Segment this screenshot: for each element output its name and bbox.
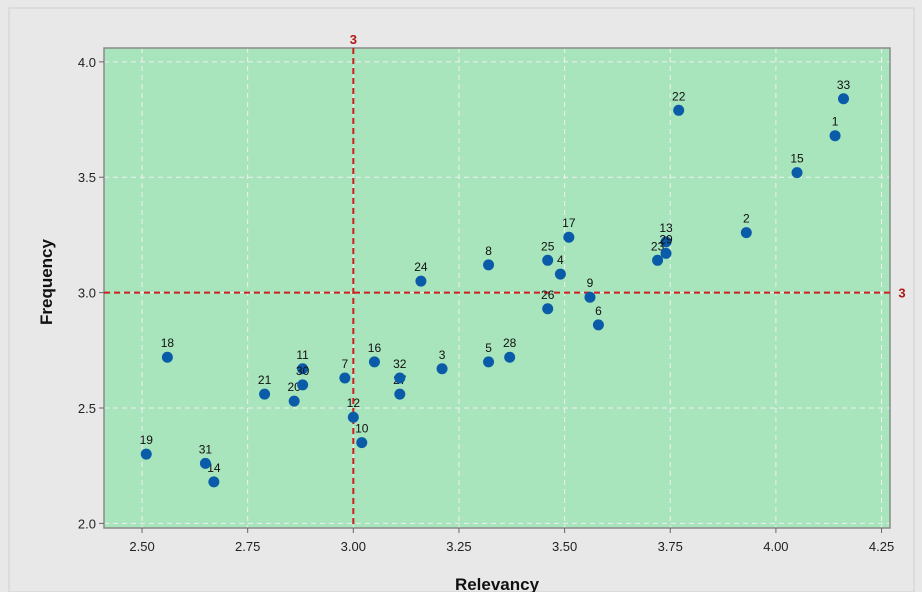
data-point-3 xyxy=(436,363,448,375)
data-point-label-2: 2 xyxy=(743,212,750,226)
data-point-label-9: 9 xyxy=(587,276,594,290)
data-point-label-24: 24 xyxy=(414,260,428,274)
data-point-label-7: 7 xyxy=(342,357,349,371)
x-tick-label: 2.75 xyxy=(235,539,260,554)
data-point-28 xyxy=(504,351,516,363)
data-point-27 xyxy=(394,388,406,400)
data-point-label-15: 15 xyxy=(790,152,804,166)
chart-frame xyxy=(8,7,915,592)
data-point-label-33: 33 xyxy=(837,78,851,92)
x-tick-label: 4.00 xyxy=(763,539,788,554)
axes: 2.50 2.75 3.00 3.25 3.50 3.75 4.00 4.25 2.0 2.5 3.… xyxy=(78,55,894,554)
data-point-label-29: 29 xyxy=(659,232,673,246)
grid-lines xyxy=(104,48,890,528)
data-point-2 xyxy=(740,227,752,239)
data-point-18 xyxy=(161,351,173,363)
data-point-label-19: 19 xyxy=(140,433,154,447)
data-point-label-5: 5 xyxy=(485,341,492,355)
data-point-label-12: 12 xyxy=(347,396,361,410)
y-tick-label: 2.0 xyxy=(78,516,96,531)
data-point-label-32: 32 xyxy=(393,357,407,371)
x-tick-label: 3.50 xyxy=(552,539,577,554)
plot-area xyxy=(104,48,890,528)
y-tick-label: 2.5 xyxy=(78,401,96,416)
data-point-label-17: 17 xyxy=(562,216,576,230)
x-tick-label: 3.75 xyxy=(658,539,683,554)
data-point-label-16: 16 xyxy=(368,341,382,355)
data-point-label-4: 4 xyxy=(557,253,564,267)
data-point-8 xyxy=(483,259,495,271)
data-point-24 xyxy=(415,275,427,287)
data-point-26 xyxy=(542,303,554,315)
data-point-label-10: 10 xyxy=(355,422,369,436)
data-point-10 xyxy=(356,437,368,449)
data-point-25 xyxy=(542,254,554,266)
data-point-label-6: 6 xyxy=(595,304,602,318)
data-point-13 xyxy=(660,236,672,248)
data-point-9 xyxy=(584,291,596,303)
reference-label-horizontal: 3 xyxy=(898,286,905,301)
data-point-20 xyxy=(288,395,300,407)
data-point-31 xyxy=(199,457,211,469)
data-point-11 xyxy=(297,363,309,375)
data-point-label-28: 28 xyxy=(503,336,517,350)
data-point-label-13: 13 xyxy=(659,221,673,235)
data-point-4 xyxy=(554,268,566,280)
data-point-15 xyxy=(791,167,803,179)
data-point-23 xyxy=(652,254,664,266)
data-point-5 xyxy=(483,356,495,368)
reference-lines: 33 xyxy=(104,32,906,528)
data-point-label-23: 23 xyxy=(651,239,665,253)
data-points: 1234567891011121314151617181920212223242… xyxy=(140,78,851,488)
x-tick-label: 3.25 xyxy=(446,539,471,554)
data-point-label-8: 8 xyxy=(485,244,492,258)
data-point-19 xyxy=(140,448,152,460)
data-point-label-26: 26 xyxy=(541,288,555,302)
data-point-1 xyxy=(829,130,841,142)
data-point-label-31: 31 xyxy=(199,442,213,456)
data-point-label-21: 21 xyxy=(258,373,272,387)
data-point-label-11: 11 xyxy=(296,348,309,362)
data-point-7 xyxy=(339,372,351,384)
data-point-33 xyxy=(838,93,850,105)
data-point-16 xyxy=(368,356,380,368)
data-point-14 xyxy=(208,476,220,488)
data-point-label-3: 3 xyxy=(439,348,446,362)
data-point-label-1: 1 xyxy=(832,115,839,129)
data-point-21 xyxy=(259,388,271,400)
data-point-32 xyxy=(394,372,406,384)
data-point-17 xyxy=(563,231,575,243)
data-point-6 xyxy=(592,319,604,331)
x-axis-title: Relevancy xyxy=(455,575,540,592)
x-tick-label: 3.00 xyxy=(341,539,366,554)
y-tick-label: 3.5 xyxy=(78,170,96,185)
data-point-22 xyxy=(673,104,685,116)
data-point-label-30: 30 xyxy=(296,364,310,378)
x-tick-label: 2.50 xyxy=(129,539,154,554)
data-point-29 xyxy=(660,247,672,259)
reference-label-vertical: 3 xyxy=(350,32,357,47)
y-axis-title: Frequency xyxy=(37,238,56,325)
data-point-30 xyxy=(297,379,309,391)
data-point-label-25: 25 xyxy=(541,239,555,253)
data-point-label-18: 18 xyxy=(161,336,175,350)
data-point-label-22: 22 xyxy=(672,89,686,103)
x-tick-label: 4.25 xyxy=(869,539,894,554)
y-tick-label: 3.0 xyxy=(78,286,96,301)
data-point-12 xyxy=(347,411,359,423)
plot-border xyxy=(103,47,891,529)
y-tick-label: 4.0 xyxy=(78,55,96,70)
